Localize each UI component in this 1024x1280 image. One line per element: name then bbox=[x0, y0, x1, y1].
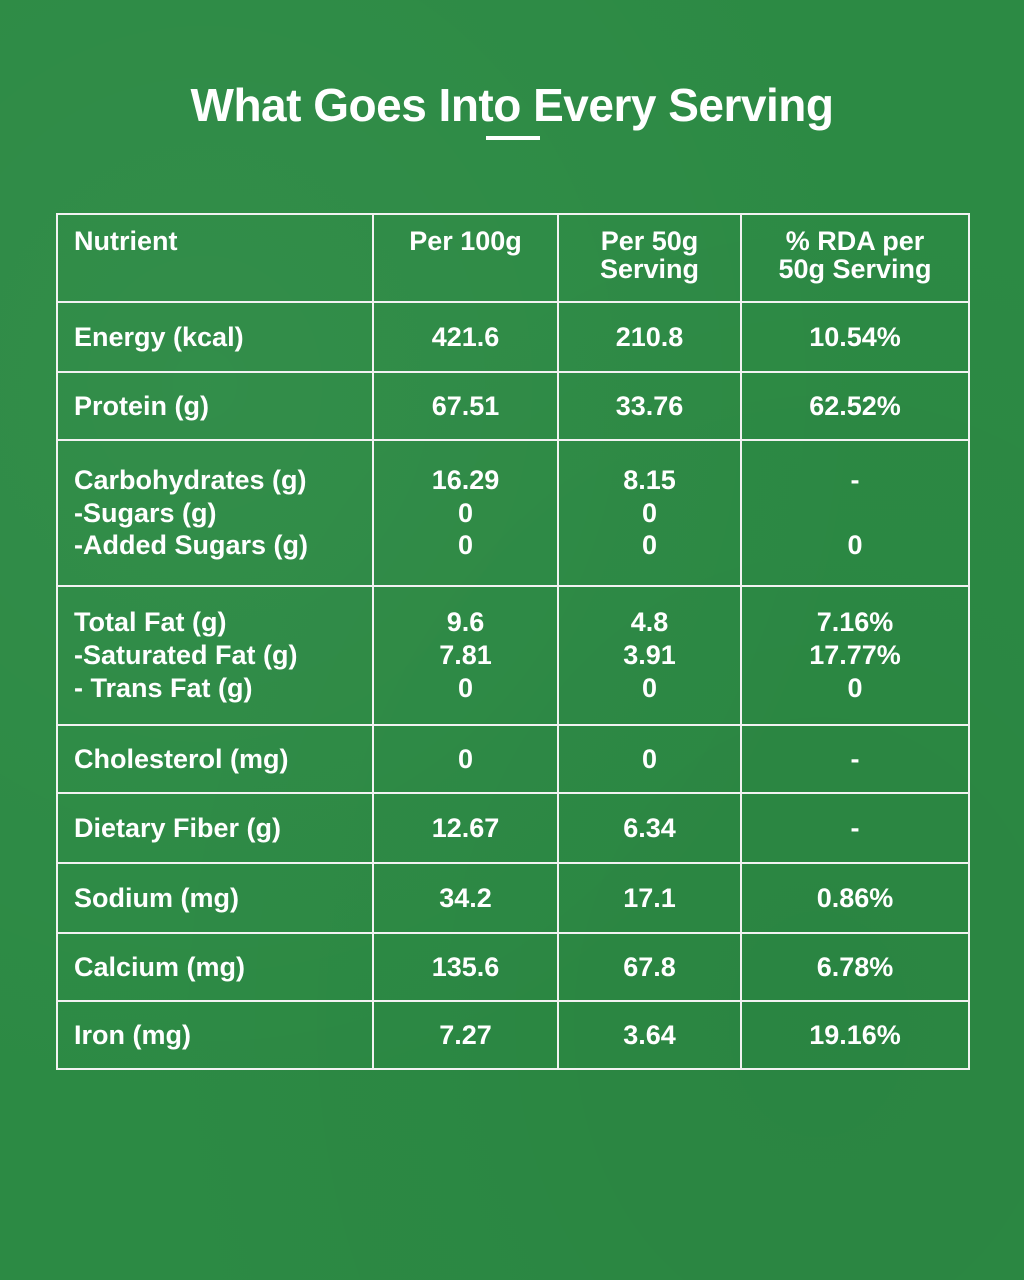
value-line: 16.29 bbox=[431, 464, 500, 495]
nutrition-table: Nutrient Per 100g Per 50g Serving % RDA … bbox=[56, 213, 970, 1070]
per-100g-value: 12.67 bbox=[372, 792, 559, 864]
nutrient-name: Sodium (mg) bbox=[56, 862, 374, 934]
table-row: Calcium (mg) 135.6 67.8 6.78% bbox=[56, 932, 970, 1002]
per-50g-value: 33.76 bbox=[557, 371, 742, 441]
nutrient-subline: -Saturated Fat (g) bbox=[74, 640, 298, 671]
rda-value: 6.78% bbox=[740, 932, 970, 1002]
value-line: 9.6 bbox=[446, 607, 485, 638]
table-row-group-fat: Total Fat (g) -Saturated Fat (g) - Trans… bbox=[56, 585, 970, 726]
nutrient-name: Dietary Fiber (g) bbox=[56, 792, 374, 864]
value-line: 0 bbox=[457, 497, 474, 528]
per-100g-value: 7.27 bbox=[372, 1000, 559, 1070]
per-100g-value: 0 bbox=[372, 724, 559, 794]
header-per-100g: Per 100g bbox=[372, 213, 559, 303]
nutrient-name: Carbohydrates (g) -Sugars (g) -Added Sug… bbox=[56, 439, 374, 587]
per-50g-value: 8.15 0 0 bbox=[557, 439, 742, 587]
per-100g-value: 135.6 bbox=[372, 932, 559, 1002]
nutrient-name: Protein (g) bbox=[56, 371, 374, 441]
per-50g-value: 67.8 bbox=[557, 932, 742, 1002]
value-line: 17.77% bbox=[809, 640, 901, 671]
per-100g-value: 34.2 bbox=[372, 862, 559, 934]
nutrient-name: Total Fat (g) -Saturated Fat (g) - Trans… bbox=[56, 585, 374, 726]
per-50g-value: 3.64 bbox=[557, 1000, 742, 1070]
table-row: Energy (kcal) 421.6 210.8 10.54% bbox=[56, 301, 970, 373]
per-50g-value: 4.8 3.91 0 bbox=[557, 585, 742, 726]
per-50g-value: 210.8 bbox=[557, 301, 742, 373]
value-line: 7.81 bbox=[439, 640, 492, 671]
per-100g-value: 67.51 bbox=[372, 371, 559, 441]
nutrient-subline: -Sugars (g) bbox=[74, 497, 217, 528]
nutrient-line: Total Fat (g) bbox=[74, 607, 227, 638]
header-per-50g: Per 50g Serving bbox=[557, 213, 742, 303]
table-header-row: Nutrient Per 100g Per 50g Serving % RDA … bbox=[56, 213, 970, 303]
nutrient-line: Carbohydrates (g) bbox=[74, 464, 307, 495]
value-line: 0 bbox=[641, 530, 658, 561]
rda-value: - bbox=[740, 792, 970, 864]
table-row: Cholesterol (mg) 0 0 - bbox=[56, 724, 970, 794]
table-row: Iron (mg) 7.27 3.64 19.16% bbox=[56, 1000, 970, 1070]
value-line: 3.91 bbox=[623, 640, 676, 671]
value-line: 0 bbox=[641, 497, 658, 528]
value-line: - bbox=[850, 464, 860, 495]
per-50g-value: 0 bbox=[557, 724, 742, 794]
nutrient-name: Energy (kcal) bbox=[56, 301, 374, 373]
table-row: Sodium (mg) 34.2 17.1 0.86% bbox=[56, 862, 970, 934]
rda-value: 62.52% bbox=[740, 371, 970, 441]
value-line: 0 bbox=[457, 672, 474, 703]
table-row: Dietary Fiber (g) 12.67 6.34 - bbox=[56, 792, 970, 864]
title-underline-divider bbox=[486, 136, 540, 140]
nutrient-subline: - Trans Fat (g) bbox=[74, 672, 253, 703]
nutrient-name: Cholesterol (mg) bbox=[56, 724, 374, 794]
rda-value: 0.86% bbox=[740, 862, 970, 934]
nutrient-name: Iron (mg) bbox=[56, 1000, 374, 1070]
value-line: 7.16% bbox=[816, 607, 894, 638]
rda-value: 10.54% bbox=[740, 301, 970, 373]
rda-value: 19.16% bbox=[740, 1000, 970, 1070]
rda-value: - bbox=[740, 724, 970, 794]
value-line: 8.15 bbox=[623, 464, 676, 495]
table-row: Protein (g) 67.51 33.76 62.52% bbox=[56, 371, 970, 441]
rda-value: - 0 bbox=[740, 439, 970, 587]
table-row-group-carbohydrates: Carbohydrates (g) -Sugars (g) -Added Sug… bbox=[56, 439, 970, 587]
value-line: 0 bbox=[641, 672, 658, 703]
value-line: 0 bbox=[457, 530, 474, 561]
page-title: What Goes Into Every Serving bbox=[190, 79, 834, 131]
per-100g-value: 9.6 7.81 0 bbox=[372, 585, 559, 726]
per-50g-value: 6.34 bbox=[557, 792, 742, 864]
header-nutrient: Nutrient bbox=[56, 213, 374, 303]
value-line: 0 bbox=[847, 530, 863, 561]
value-line: 0 bbox=[847, 672, 863, 703]
value-line bbox=[758, 497, 952, 530]
rda-value: 7.16% 17.77% 0 bbox=[740, 585, 970, 726]
per-50g-value: 17.1 bbox=[557, 862, 742, 934]
per-100g-value: 16.29 0 0 bbox=[372, 439, 559, 587]
nutrient-subline: -Added Sugars (g) bbox=[74, 530, 308, 561]
value-line: 4.8 bbox=[630, 607, 669, 638]
header-rda: % RDA per 50g Serving bbox=[740, 213, 970, 303]
nutrient-name: Calcium (mg) bbox=[56, 932, 374, 1002]
per-100g-value: 421.6 bbox=[372, 301, 559, 373]
